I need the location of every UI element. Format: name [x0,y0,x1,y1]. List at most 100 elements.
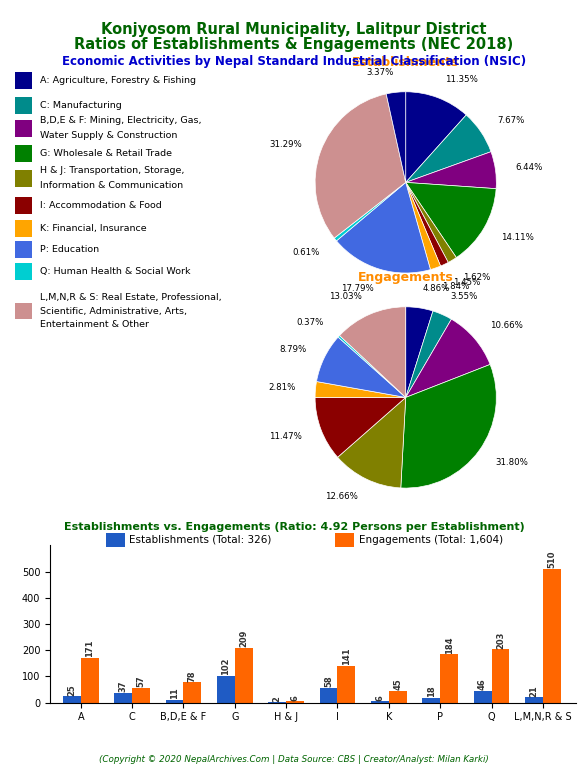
Bar [492,650,509,703]
Wedge shape [406,183,440,270]
Text: 0.61%: 0.61% [292,247,320,257]
Wedge shape [336,183,430,273]
Text: 13.03%: 13.03% [329,292,362,300]
Bar [422,698,440,703]
Title: Engagements: Engagements [358,271,453,284]
Text: Engagements (Total: 1,604): Engagements (Total: 1,604) [359,535,503,545]
Text: K: Financial, Insurance: K: Financial, Insurance [40,223,146,233]
Text: H & J: Transportation, Storage,: H & J: Transportation, Storage, [40,166,185,175]
Text: 11.47%: 11.47% [269,432,302,441]
Bar [235,648,253,703]
Text: 25: 25 [67,684,76,696]
Text: 1.45%: 1.45% [453,278,480,287]
Text: 7.67%: 7.67% [497,116,525,125]
Text: 10.66%: 10.66% [490,321,523,330]
Text: Information & Communication: Information & Communication [40,181,183,190]
Text: Establishments (Total: 326): Establishments (Total: 326) [129,535,272,545]
Title: Establishments: Establishments [352,56,459,69]
Wedge shape [315,398,406,457]
Wedge shape [406,306,433,398]
Wedge shape [316,337,406,398]
Bar [217,676,235,703]
Wedge shape [334,183,406,241]
Bar [338,666,356,703]
Text: 171: 171 [85,640,94,657]
Bar [132,688,150,703]
Text: B,D,E & F: Mining, Electricity, Gas,: B,D,E & F: Mining, Electricity, Gas, [40,116,202,125]
Text: 78: 78 [188,670,197,682]
Bar [473,690,492,703]
Text: P: Education: P: Education [40,245,99,254]
Text: 6: 6 [375,695,385,700]
Text: 11.35%: 11.35% [445,74,478,84]
Wedge shape [406,311,452,398]
Text: (Copyright © 2020 NepalArchives.Com | Data Source: CBS | Creator/Analyst: Milan : (Copyright © 2020 NepalArchives.Com | Da… [99,755,489,764]
Text: A: Agriculture, Forestry & Fishing: A: Agriculture, Forestry & Fishing [40,76,196,85]
Text: 58: 58 [324,675,333,687]
Text: 46: 46 [478,678,487,690]
Text: 2.81%: 2.81% [268,383,296,392]
Text: I: Accommodation & Food: I: Accommodation & Food [40,200,162,210]
Bar [525,697,543,703]
Wedge shape [315,94,406,238]
Wedge shape [406,183,496,257]
Wedge shape [339,306,406,398]
Text: Water Supply & Construction: Water Supply & Construction [40,131,178,141]
Wedge shape [406,92,466,183]
Text: 1.84%: 1.84% [442,283,469,291]
Wedge shape [406,183,448,266]
Wedge shape [401,365,496,488]
Text: 6: 6 [290,695,300,700]
Text: 510: 510 [547,551,556,568]
Bar [81,658,99,703]
Text: 8.79%: 8.79% [279,345,306,353]
Text: Konjyosom Rural Municipality, Lalitpur District: Konjyosom Rural Municipality, Lalitpur D… [101,22,487,37]
Text: 57: 57 [136,676,146,687]
Text: 4.86%: 4.86% [423,283,450,293]
Text: 6.44%: 6.44% [515,163,543,172]
Bar [319,687,338,703]
Text: G: Wholesale & Retail Trade: G: Wholesale & Retail Trade [40,149,172,158]
Bar [389,691,407,703]
Text: 3.37%: 3.37% [366,68,394,77]
Text: 14.11%: 14.11% [502,233,534,242]
Text: 37: 37 [119,681,128,693]
Bar [165,700,183,703]
Text: 0.37%: 0.37% [297,319,324,327]
Wedge shape [406,319,490,398]
Text: 21: 21 [529,685,539,697]
Text: 11: 11 [170,687,179,700]
Text: Economic Activities by Nepal Standard Industrial Classification (NSIC): Economic Activities by Nepal Standard In… [62,55,526,68]
Bar [183,682,202,703]
Text: 203: 203 [496,631,505,649]
Wedge shape [406,115,491,183]
Text: 31.29%: 31.29% [269,141,302,150]
Text: 18: 18 [427,686,436,697]
Text: 12.66%: 12.66% [325,492,358,502]
Wedge shape [338,398,406,488]
Text: 141: 141 [342,647,351,665]
Text: 45: 45 [393,679,402,690]
Text: L,M,N,R & S: Real Estate, Professional,: L,M,N,R & S: Real Estate, Professional, [40,293,222,302]
Wedge shape [386,92,406,183]
Text: Establishments vs. Engagements (Ratio: 4.92 Persons per Establishment): Establishments vs. Engagements (Ratio: 4… [64,522,524,532]
Wedge shape [338,336,406,398]
Text: 17.79%: 17.79% [340,283,373,293]
Bar [371,701,389,703]
Wedge shape [406,152,496,189]
Bar [114,693,132,703]
Bar [440,654,458,703]
Text: 209: 209 [239,630,248,647]
Bar [543,569,561,703]
Text: 31.80%: 31.80% [495,458,528,467]
Text: Entertainment & Other: Entertainment & Other [40,320,149,329]
Text: 2: 2 [273,696,282,702]
Text: 3.55%: 3.55% [450,292,478,301]
Wedge shape [315,382,406,398]
Text: 184: 184 [445,637,454,654]
Bar [286,701,304,703]
Text: 1.62%: 1.62% [463,273,490,282]
Text: Ratios of Establishments & Engagements (NEC 2018): Ratios of Establishments & Engagements (… [74,37,514,52]
Bar [63,696,81,703]
Text: C: Manufacturing: C: Manufacturing [40,101,122,110]
